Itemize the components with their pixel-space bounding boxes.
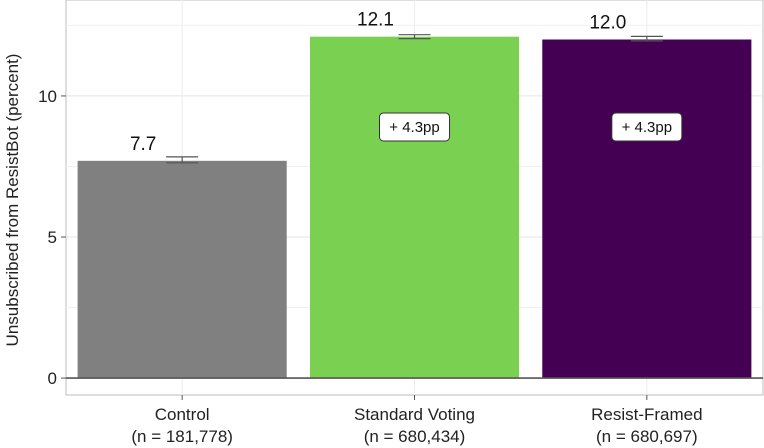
bar-control <box>77 160 287 379</box>
x-tick-sublabel: (n = 680,434) <box>364 427 466 446</box>
x-tick-label: Resist-Framed <box>591 405 702 424</box>
annotation-box: + 4.3pp <box>611 112 683 142</box>
x-tick-sublabel: (n = 680,697) <box>596 427 698 446</box>
error-bars <box>166 34 663 164</box>
x-tick-label: Control <box>155 405 210 424</box>
annotation-box: + 4.3pp <box>379 112 450 142</box>
bars <box>77 36 752 379</box>
value-label: 12.1 <box>357 10 394 31</box>
y-tick-label: 10 <box>38 87 57 106</box>
annotation-label: + 4.3pp <box>389 119 439 136</box>
value-label: 12.0 <box>589 13 626 34</box>
annotation-frame <box>611 112 683 142</box>
y-tick-label: 5 <box>48 228 57 247</box>
x-axis: Control (n = 181,778) Standard Voting (n = … <box>131 395 703 446</box>
y-tick-label: 0 <box>48 369 57 388</box>
y-axis-label: Unsubscribed from ResistBot (percent) <box>3 54 22 347</box>
bar-standard-voting <box>309 36 520 379</box>
annotations: + 4.3pp + 4.3pp <box>379 112 683 142</box>
value-labels: 7.7 12.1 12.0 <box>130 10 626 155</box>
x-tick-label: Standard Voting <box>354 405 475 424</box>
x-tick-sublabel: (n = 181,778) <box>131 427 233 446</box>
value-label: 7.7 <box>130 134 156 155</box>
annotation-frame <box>379 112 450 142</box>
bar-resist-framed <box>542 39 752 379</box>
y-axis: 0 5 10 <box>38 87 66 388</box>
annotation-label: + 4.3pp <box>622 119 672 136</box>
